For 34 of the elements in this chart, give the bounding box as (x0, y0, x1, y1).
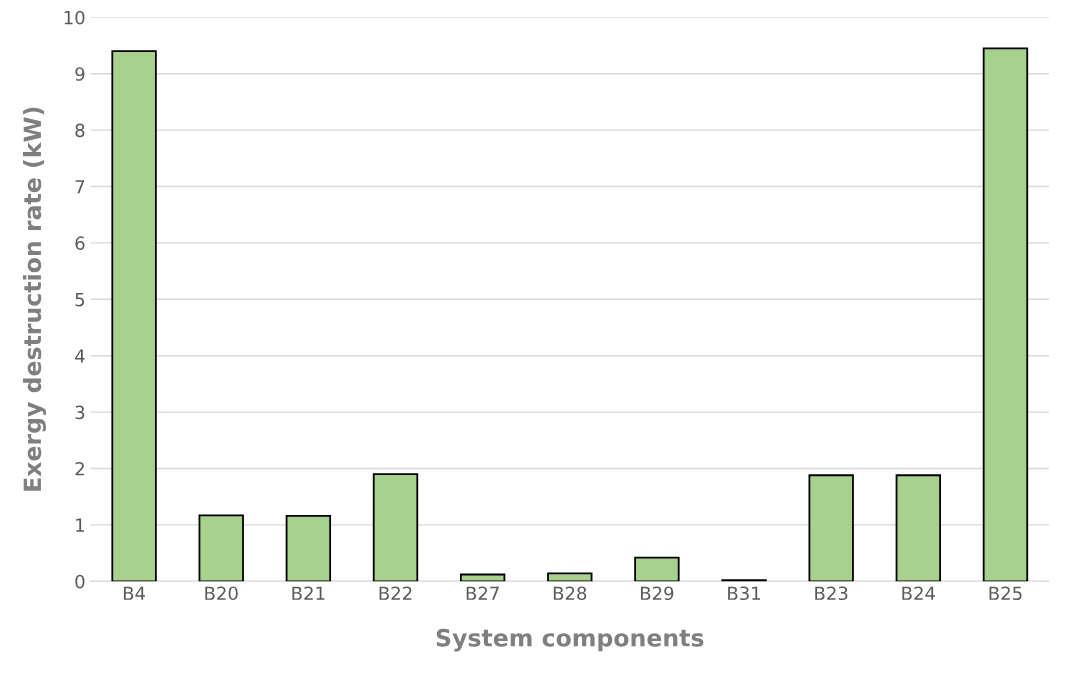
bar (808, 474, 854, 582)
y-tick-label: 1 (76, 518, 84, 532)
y-axis-title: Exergy destruction rate (kW) (22, 107, 47, 491)
x-tick-label: B22 (379, 586, 412, 600)
y-tick-label: 0 (75, 574, 85, 589)
y-tick-label: 10 (64, 10, 85, 25)
bar (634, 556, 680, 582)
x-tick-label: B31 (728, 586, 761, 601)
x-tick-label: B27 (466, 586, 499, 600)
y-tick-label: 3 (75, 405, 85, 420)
y-tick-label: 9 (75, 67, 85, 81)
x-tick-label: B25 (989, 586, 1022, 601)
bar (372, 473, 419, 582)
x-axis-title: System components (436, 628, 704, 652)
y-tick-label: 8 (75, 123, 85, 138)
y-tick-label: 5 (75, 292, 85, 307)
y-tick-label: 4 (75, 349, 85, 363)
bar (982, 47, 1029, 582)
y-tick-label: 7 (75, 180, 85, 194)
x-tick-label: B23 (815, 586, 848, 601)
y-tick-label: 6 (75, 236, 85, 251)
y-tick-label: 2 (75, 461, 84, 476)
x-tick-label: B28 (553, 586, 587, 601)
bar (459, 573, 506, 582)
bar (895, 474, 942, 582)
bar (111, 50, 157, 582)
x-tick-label: B4 (123, 586, 146, 600)
x-tick-label: B21 (292, 586, 325, 600)
x-tick-label: B20 (205, 586, 238, 601)
x-tick-label: B29 (641, 586, 674, 601)
bar (198, 514, 244, 582)
x-tick-label: B24 (902, 586, 935, 600)
bar (547, 572, 593, 582)
bar (285, 514, 332, 582)
